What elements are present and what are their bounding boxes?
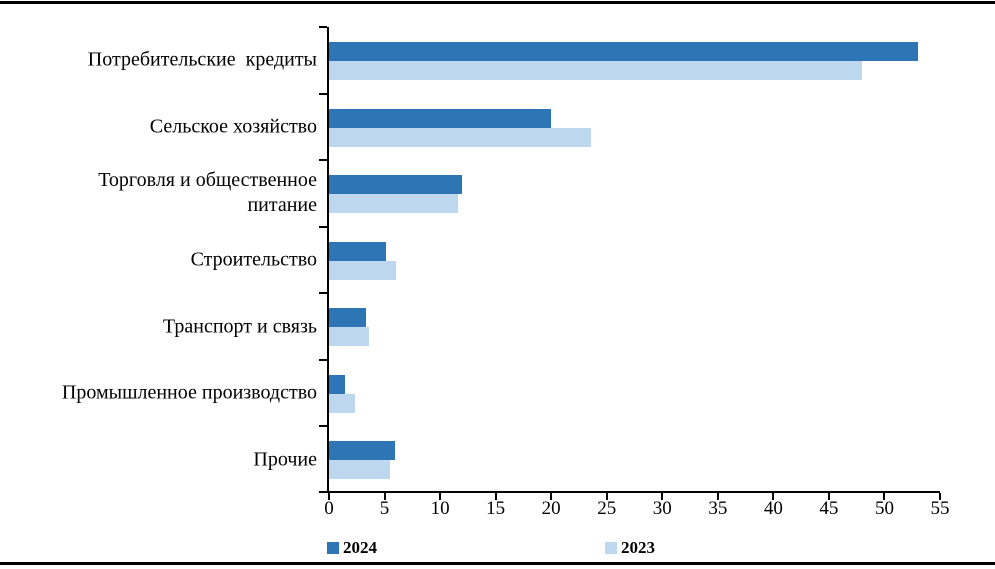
- x-axis-tick-label: 5: [379, 498, 390, 519]
- bar-2023-category-6: [329, 393, 355, 413]
- bar-2023-category-5: [329, 327, 369, 347]
- y-axis-tick: [319, 425, 327, 428]
- y-axis-tick: [319, 26, 327, 28]
- y-axis-tick: [319, 491, 327, 493]
- y-axis-tick: [319, 159, 327, 162]
- bar-2023-category-1: [329, 61, 863, 80]
- x-axis-tick-label: 55: [930, 498, 950, 519]
- legend-item-2023: 2023: [605, 538, 655, 557]
- x-axis-tick-label: 25: [597, 498, 617, 519]
- y-axis-tick: [319, 225, 327, 228]
- x-axis-tick: [772, 493, 775, 500]
- x-axis-tick: [661, 493, 664, 500]
- bar-2024-category-6: [329, 374, 345, 394]
- bottom-border-line: [0, 562, 995, 565]
- bar-2024-category-4: [329, 241, 386, 261]
- category-label-4: Строительство: [190, 248, 317, 271]
- category-label-5: Транспорт и связь: [162, 315, 317, 338]
- bar-2024-category-5: [329, 308, 366, 328]
- category-label-3: Торговля и общественное питание: [98, 169, 317, 217]
- legend-label-2023: 2023: [621, 538, 655, 557]
- category-label-1: Потребительские кредиты: [87, 48, 317, 71]
- x-axis-tick: [939, 493, 941, 500]
- x-axis-tick-label: 35: [708, 498, 728, 519]
- legend-label-2024: 2024: [343, 538, 377, 557]
- x-axis-tick: [328, 493, 330, 500]
- bar-2024-category-2: [329, 108, 552, 128]
- x-axis-tick-label: 50: [874, 498, 894, 519]
- y-axis-tick: [319, 358, 327, 361]
- bar-2024-category-3: [329, 175, 463, 195]
- x-axis-tick-label: 15: [486, 498, 506, 519]
- x-axis-tick: [883, 493, 886, 500]
- y-axis-tick: [319, 292, 327, 295]
- bar-2023-category-3: [329, 194, 458, 214]
- x-axis-tick: [716, 493, 719, 500]
- x-axis-tick: [494, 493, 497, 500]
- x-axis-tick: [439, 493, 442, 500]
- x-axis-tick: [383, 493, 386, 500]
- plot-area: [327, 27, 940, 493]
- x-axis-tick-label: 40: [763, 498, 783, 519]
- bar-2023-category-4: [329, 260, 396, 280]
- bar-2024-category-7: [329, 441, 395, 461]
- bar-2023-category-7: [329, 460, 391, 480]
- top-border-line: [0, 1, 995, 4]
- category-label-2: Сельское хозяйство: [149, 115, 317, 138]
- legend-swatch-2024: [327, 542, 339, 554]
- x-axis-tick-label: 10: [430, 498, 450, 519]
- y-axis-tick: [319, 92, 327, 95]
- bar-2023-category-2: [329, 127, 592, 147]
- legend-swatch-2023: [605, 542, 617, 554]
- category-label-6: Промышленное производство: [61, 381, 317, 404]
- x-axis-tick: [827, 493, 830, 500]
- x-axis-tick-label: 20: [541, 498, 561, 519]
- x-axis-tick-label: 0: [324, 498, 334, 519]
- x-axis-tick: [550, 493, 553, 500]
- x-axis-tick: [605, 493, 608, 500]
- legend-item-2024: 2024: [327, 538, 377, 557]
- x-axis-tick-label: 45: [819, 498, 839, 519]
- x-axis-tick-label: 30: [652, 498, 672, 519]
- bar-2024-category-1: [329, 42, 918, 61]
- category-label-7: Прочие: [253, 448, 317, 471]
